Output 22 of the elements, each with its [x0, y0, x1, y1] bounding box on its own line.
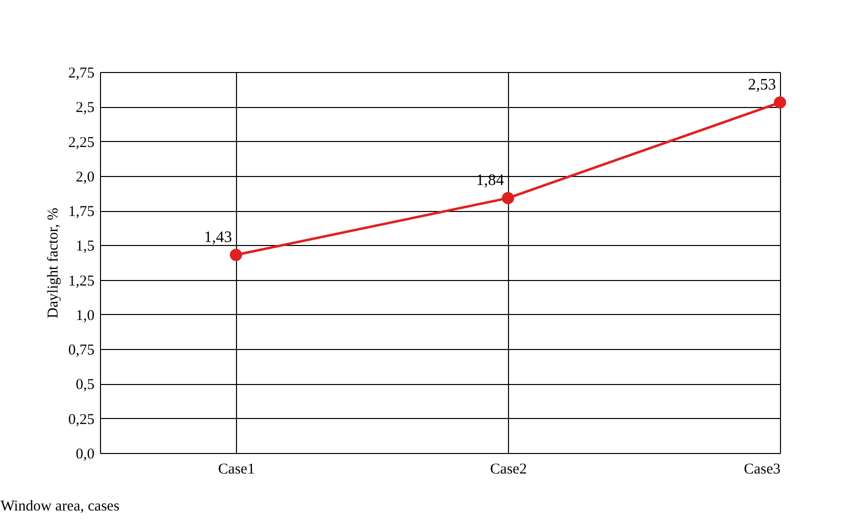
y-tick-label: 0,0	[76, 446, 94, 462]
y-tick-label: 2,0	[76, 169, 94, 186]
y-tick-label: 1,5	[76, 238, 94, 255]
y-tick-label: 2,25	[68, 134, 94, 151]
data-label: 2,53	[748, 76, 776, 94]
x-tick-label: Case1	[218, 462, 255, 478]
point	[230, 248, 242, 261]
y-tick-label: 0,5	[76, 377, 94, 394]
data-label: 1,43	[204, 228, 232, 246]
x-tick-label: Case2	[490, 462, 527, 478]
y-tick-label: 2,75	[68, 66, 94, 82]
x-axis-title: Window area, cases	[0, 498, 120, 514]
y-tick-label: 0,25	[68, 412, 94, 428]
y-axis-title: Daylight factor, %	[45, 208, 62, 318]
y-tick-label: 2,5	[76, 100, 94, 116]
y-tick-label: 0,75	[68, 342, 94, 359]
y-tick-label: 1,25	[68, 273, 94, 290]
y-tick-label: 1,75	[68, 204, 94, 220]
y-tick-label: 1,0	[76, 308, 94, 324]
point	[502, 192, 514, 204]
x-tick-label: Case3	[744, 462, 780, 478]
point	[774, 96, 786, 109]
